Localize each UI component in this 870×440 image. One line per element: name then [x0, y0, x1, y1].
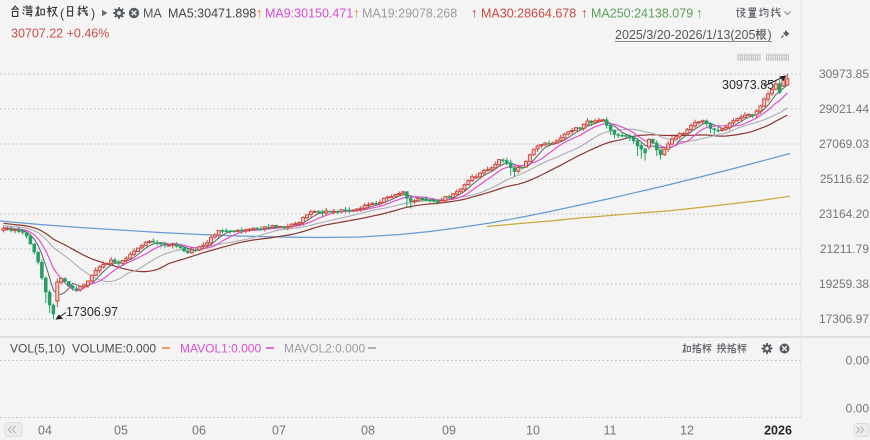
svg-text:07: 07	[272, 424, 286, 438]
svg-text:11: 11	[604, 424, 617, 438]
svg-text:06: 06	[192, 424, 206, 438]
svg-text:MA250:24138.079: MA250:24138.079	[591, 7, 693, 21]
svg-text:↑: ↑	[471, 6, 478, 21]
svg-text:21211.79: 21211.79	[820, 242, 869, 256]
svg-text:17306.97: 17306.97	[66, 305, 118, 319]
svg-text:MA30:28664.678: MA30:28664.678	[481, 7, 576, 21]
svg-text:10: 10	[526, 424, 540, 438]
svg-text:30707.22 +0.46%: 30707.22 +0.46%	[11, 27, 109, 41]
svg-text:): )	[91, 7, 95, 21]
svg-text:08: 08	[361, 424, 375, 438]
svg-text:MA19:29078.268: MA19:29078.268	[362, 7, 457, 21]
svg-text:2026: 2026	[764, 424, 792, 438]
svg-text:30973.85: 30973.85	[722, 78, 774, 92]
svg-text:25116.62: 25116.62	[820, 172, 869, 186]
svg-text:2025/3/20-2026/1/13(205: 2025/3/20-2026/1/13(205	[615, 28, 755, 42]
svg-text:09: 09	[442, 424, 456, 438]
svg-text:↑: ↑	[581, 6, 588, 21]
svg-text:MA: MA	[143, 7, 162, 21]
svg-text:VOLUME:0.000: VOLUME:0.000	[72, 342, 156, 356]
svg-text:12: 12	[680, 424, 694, 438]
svg-text:29021.44: 29021.44	[819, 102, 869, 116]
svg-text:19259.38: 19259.38	[819, 277, 869, 291]
svg-text:↑: ↑	[256, 6, 263, 21]
svg-text:↑: ↑	[353, 6, 360, 21]
svg-text:VOL(5,10): VOL(5,10)	[10, 342, 65, 356]
svg-text:0.00: 0.00	[846, 402, 870, 416]
svg-text:(: (	[60, 7, 65, 21]
svg-text:27069.03: 27069.03	[819, 137, 869, 151]
svg-text:): )	[768, 28, 772, 42]
svg-text:30973.85: 30973.85	[819, 67, 869, 81]
svg-text:23164.20: 23164.20	[819, 207, 869, 221]
svg-text:17306.97: 17306.97	[819, 312, 869, 326]
svg-text:0.00: 0.00	[846, 354, 870, 368]
svg-text:↑: ↑	[696, 6, 703, 21]
svg-text:05: 05	[114, 424, 128, 438]
svg-text:MA5:30471.898: MA5:30471.898	[168, 7, 256, 21]
svg-text:MA9:30150.471: MA9:30150.471	[265, 7, 353, 21]
svg-text:MAVOL2:0.000: MAVOL2:0.000	[284, 342, 365, 356]
svg-text:04: 04	[38, 424, 52, 438]
svg-text:MAVOL1:0.000: MAVOL1:0.000	[180, 342, 261, 356]
